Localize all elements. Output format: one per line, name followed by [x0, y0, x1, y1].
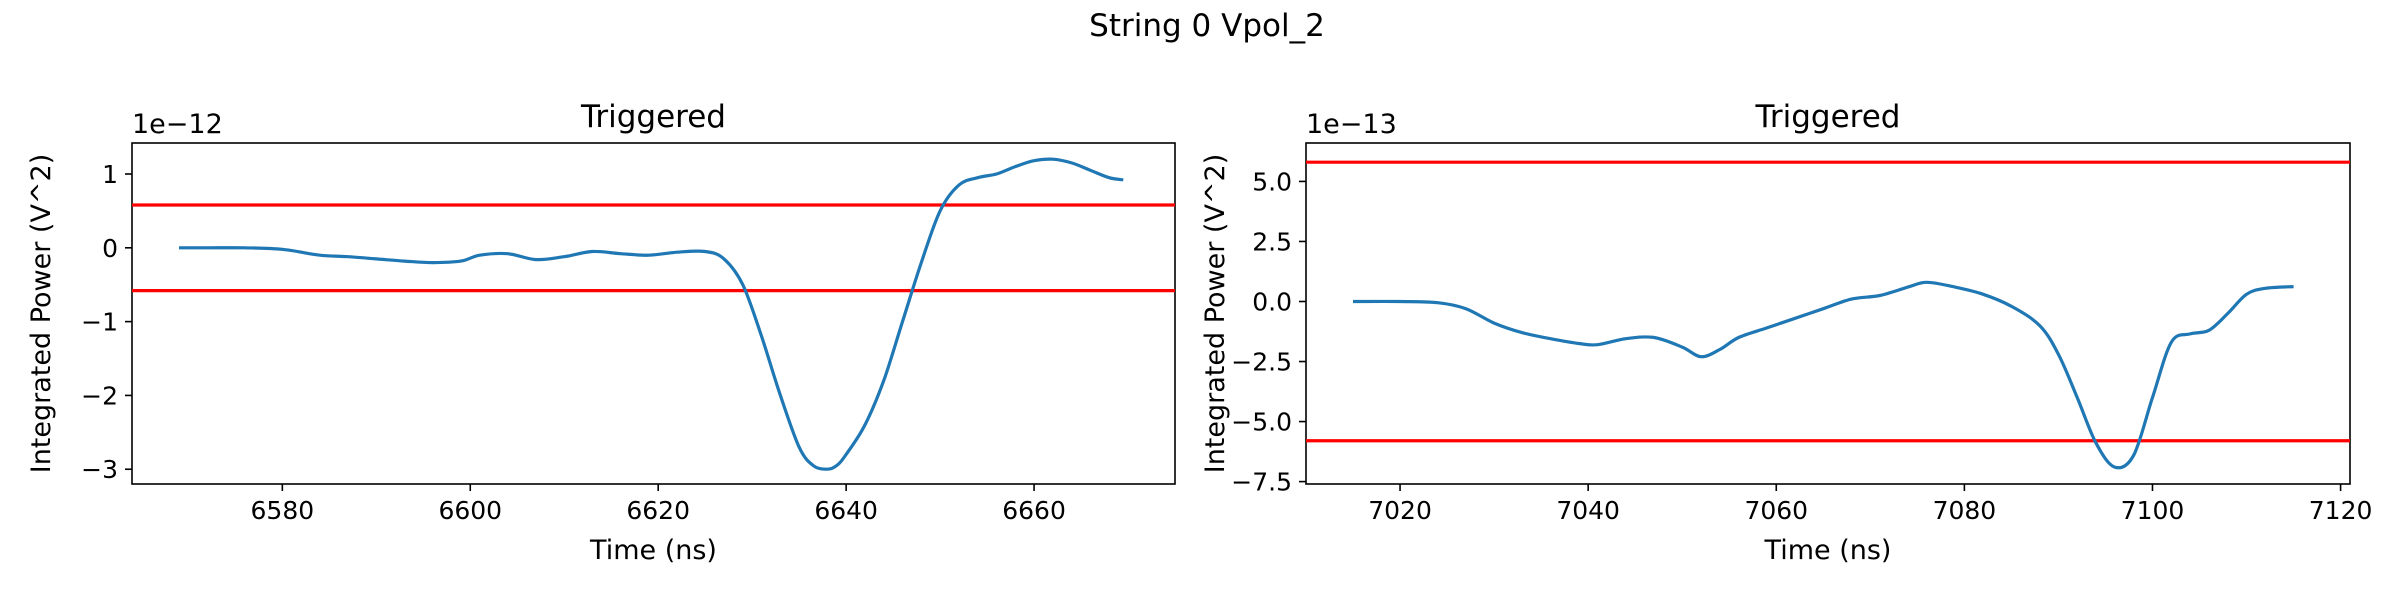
- chart-left-x-axis-label: Time (ns): [589, 535, 717, 566]
- chart-right-y-tick-label: −7.5: [1231, 468, 1292, 497]
- chart-left-x-tick-label: 6600: [438, 496, 502, 525]
- chart-right-x-axis-label: Time (ns): [1764, 535, 1892, 566]
- chart-left-y-axis-label: Integrated Power (V^2): [26, 154, 57, 474]
- chart-right-y-tick-label: 2.5: [1252, 227, 1292, 256]
- chart-left-y-tick-label: 0: [102, 234, 118, 263]
- chart-left-x-tick-label: 6660: [1002, 496, 1066, 525]
- chart-left: Triggered 1e−12 Time (ns) Integrated Pow…: [26, 99, 1176, 566]
- chart-right-x-tick-label: 7060: [1744, 496, 1808, 525]
- chart-left-signal-line: [179, 157, 1124, 471]
- chart-left-title: Triggered: [580, 99, 726, 135]
- chart-right-y-tick-label: 0.0: [1252, 287, 1292, 316]
- chart-right: Triggered 1e−13 Time (ns) Integrated Pow…: [1200, 99, 2372, 566]
- chart-right-y-tick-label: 5.0: [1252, 167, 1292, 196]
- chart-right-x-tick-label: 7040: [1556, 496, 1620, 525]
- chart-right-x-tick-label: 7100: [2121, 496, 2185, 525]
- chart-right-y-tick-label: −2.5: [1231, 348, 1292, 377]
- chart-left-y-tick-label: 1: [102, 160, 118, 189]
- chart-right-x-tick-label: 7020: [1368, 496, 1432, 525]
- figure-title: String 0 Vpol_2: [1089, 8, 1325, 44]
- chart-right-signal-line: [1352, 280, 2294, 470]
- chart-left-x-tick-label: 6580: [251, 496, 315, 525]
- chart-right-offset-text: 1e−13: [1306, 109, 1397, 140]
- chart-right-axes-frame: [1305, 142, 2351, 485]
- chart-right-y-axis-label: Integrated Power (V^2): [1200, 154, 1231, 474]
- chart-left-y-tick-label: −2: [81, 381, 118, 410]
- chart-left-offset-text: 1e−12: [132, 109, 223, 140]
- chart-left-x-tick-label: 6640: [814, 496, 878, 525]
- chart-right-title: Triggered: [1755, 99, 1901, 135]
- chart-right-y-tick-label: −5.0: [1231, 408, 1292, 437]
- chart-left-x-tick-label: 6620: [626, 496, 690, 525]
- chart-left-axes-frame: [131, 142, 1176, 485]
- chart-right-x-tick-label: 7120: [2309, 496, 2373, 525]
- chart-right-x-tick-label: 7080: [1933, 496, 1997, 525]
- chart-left-y-tick-label: −3: [81, 455, 118, 484]
- chart-left-y-tick-label: −1: [81, 308, 118, 337]
